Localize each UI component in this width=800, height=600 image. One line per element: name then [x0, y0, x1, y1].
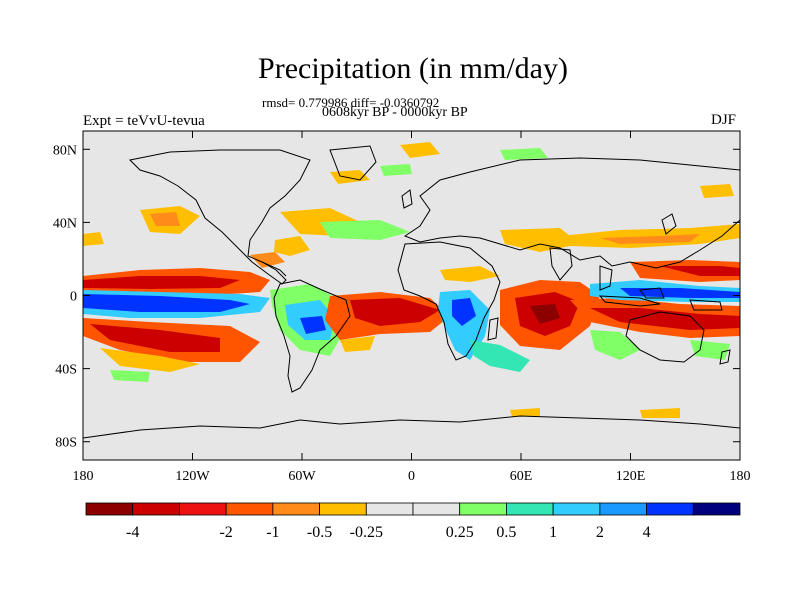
anomaly-region: [640, 408, 680, 418]
anomaly-region: [530, 304, 560, 324]
anomaly-region: [90, 324, 220, 352]
experiment-label: Expt = teVvU-tevua: [83, 113, 205, 129]
anomaly-region: [110, 370, 150, 382]
anomaly-region: [590, 330, 640, 360]
precipitation-field: [83, 142, 740, 439]
anomaly-region: [400, 142, 440, 158]
anomaly-region: [300, 316, 326, 334]
colorbar-swatch: [459, 502, 507, 516]
anomaly-region: [590, 308, 740, 330]
anomaly-region: [510, 408, 540, 417]
colorbar-swatch: [646, 502, 694, 516]
anomaly-region: [690, 340, 730, 360]
anomaly-region: [620, 288, 740, 298]
chart-title: Precipitation (in mm/day): [258, 52, 568, 85]
anomaly-region: [600, 234, 700, 244]
colorbar-label: 2: [596, 524, 604, 541]
y-tick-label: 40N: [53, 216, 77, 231]
colorbar-label: 1: [549, 524, 557, 541]
colorbar-swatch: [179, 502, 227, 516]
y-tick-label: 80N: [53, 143, 77, 158]
anomaly-region: [660, 266, 740, 276]
colorbar-swatch: [552, 502, 601, 516]
coastlines: [83, 145, 740, 439]
x-tick-label: 0: [408, 469, 415, 484]
x-axis: 180 120W 60W 0 60E 120E 180: [73, 131, 751, 484]
anomaly-region: [83, 276, 240, 289]
y-axis: 80N 40N 0 40S 80S: [53, 143, 740, 451]
colorbar-label: -4: [126, 524, 139, 541]
colorbar-swatch: [506, 502, 554, 516]
x-tick-label: 180: [730, 469, 751, 484]
anomaly-region: [350, 298, 440, 326]
colorbar-swatch: [272, 502, 320, 516]
anomaly-region: [274, 236, 310, 256]
colorbar-label: 0.25: [446, 524, 474, 541]
colorbar-swatch: [365, 502, 414, 516]
colorbar-swatch: [132, 502, 180, 516]
colorbar-swatch: [225, 502, 274, 516]
colorbar-swatch: [599, 502, 647, 516]
anomaly-region: [452, 298, 476, 326]
anomaly-region: [250, 252, 285, 268]
stats-label: rmsd= 0.779986 diff= -0.0360792: [262, 95, 440, 110]
anomaly-region: [560, 224, 740, 248]
colorbar-label: -0.5: [307, 524, 332, 541]
anomaly-region: [150, 212, 180, 226]
anomaly-region: [340, 336, 375, 352]
x-tick-label: 120W: [175, 469, 210, 484]
y-tick-label: 80S: [55, 436, 77, 451]
colorbar-swatch: [692, 502, 741, 516]
y-tick-label: 40S: [55, 363, 77, 378]
anomaly-region: [500, 148, 548, 160]
anomaly-region: [320, 220, 410, 240]
x-tick-label: 60W: [288, 469, 316, 484]
season-label: DJF: [711, 112, 737, 128]
colorbar: -4 -2 -1 -0.5 -0.25 0.25 0.5 1 2 4: [85, 502, 741, 541]
anomaly-region: [700, 184, 734, 198]
colorbar-label: -1: [266, 524, 279, 541]
colorbar-label: -2: [219, 524, 232, 541]
y-tick-label: 0: [70, 290, 77, 305]
anomaly-region: [440, 266, 500, 282]
colorbar-swatch: [85, 502, 134, 516]
anomaly-region: [83, 232, 104, 246]
x-tick-label: 60E: [510, 469, 533, 484]
anomaly-region: [83, 294, 250, 312]
colorbar-label: -0.25: [350, 524, 383, 541]
x-tick-label: 120E: [616, 469, 646, 484]
colorbar-label: 4: [643, 524, 651, 541]
colorbar-label: 0.5: [496, 524, 516, 541]
anomaly-region: [500, 228, 580, 252]
anomaly-region: [100, 348, 200, 372]
anomaly-region: [380, 164, 412, 176]
anomaly-region: [470, 340, 530, 372]
colorbar-swatch: [412, 502, 461, 516]
colorbar-swatch: [319, 502, 367, 516]
x-tick-label: 180: [73, 469, 94, 484]
period-label: 0608kyr BP - 0000kyr BP: [322, 105, 468, 120]
